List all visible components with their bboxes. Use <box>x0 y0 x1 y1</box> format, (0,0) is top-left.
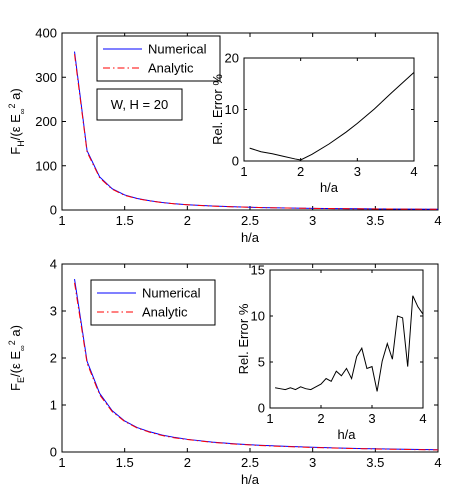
x-tick-label: 2.5 <box>241 455 259 470</box>
y-axis-label-part: /(ε E <box>8 351 23 377</box>
y-axis-label-part: 2 <box>7 103 17 108</box>
y-tick-label: 2 <box>50 351 57 366</box>
y-axis-label-part: H <box>16 140 26 147</box>
legend-label: Numerical <box>148 42 207 57</box>
inset-x-tick-label: 2 <box>317 411 324 426</box>
x-tick-label: 4 <box>434 213 441 228</box>
series-line-numerical <box>74 278 439 451</box>
inset-y-tick-label: 10 <box>251 309 265 324</box>
x-tick-label: 3 <box>309 455 316 470</box>
legend-label: Analytic <box>148 61 194 76</box>
y-axis-label: FE/(ε E∞2 a) <box>7 325 27 391</box>
inset-y-tick-label: 5 <box>258 355 265 370</box>
y-tick-label: 100 <box>35 158 57 173</box>
inset-x-axis-label: h/a <box>320 180 339 195</box>
inset-background <box>244 58 414 161</box>
x-tick-label: 1.5 <box>116 213 134 228</box>
y-axis-label-part: 2 <box>7 340 17 345</box>
inset-y-tick-label: 20 <box>225 51 239 66</box>
inset-error-line <box>249 72 415 161</box>
legend-box <box>96 35 221 82</box>
y-tick-label: 4 <box>50 257 57 272</box>
inset-x-axis-label: h/a <box>337 427 356 442</box>
y-tick-label: 1 <box>50 398 57 413</box>
y-tick-label: 200 <box>35 114 57 129</box>
legend: Numerical Analytic <box>96 35 221 82</box>
y-axis-label-part: ∞ <box>18 345 27 351</box>
x-tick-label: 2 <box>184 213 191 228</box>
annotation-text: W, H = 20 <box>111 97 168 112</box>
annotation-box <box>96 88 183 121</box>
legend-box <box>90 279 216 326</box>
inset-y-tick-label: 10 <box>225 102 239 117</box>
y-tick-label: 0 <box>50 445 57 460</box>
x-axis-label: h/a <box>241 230 260 245</box>
legend-label: Analytic <box>142 305 188 320</box>
inset-x-tick-label: 2 <box>297 164 304 179</box>
inset-x-tick-label: 1 <box>266 411 273 426</box>
y-axis-label-part: a) <box>8 88 23 103</box>
x-tick-label: 2 <box>184 455 191 470</box>
legend-label: Numerical <box>142 286 201 301</box>
x-tick-label: 1 <box>58 455 65 470</box>
inset-y-tick-label: 15 <box>251 263 265 278</box>
y-axis-label-part: /(ε E <box>8 114 23 140</box>
y-axis-label-part: E <box>16 377 26 383</box>
y-axis-label-part: F <box>8 383 23 391</box>
inset-chart: 1 2 3 4 0 10 20 h/a Rel. Error % <box>210 51 418 196</box>
legend: Numerical Analytic <box>90 279 216 326</box>
x-tick-label: 1.5 <box>116 455 134 470</box>
inset-chart: 1 2 3 4 0 5 10 15 h/a Rel. Error % <box>236 263 427 443</box>
inset-y-axis-label: Rel. Error % <box>210 74 225 145</box>
inset-x-tick-label: 3 <box>368 411 375 426</box>
inset-y-tick-label: 0 <box>258 401 265 416</box>
x-tick-label: 3.5 <box>366 213 384 228</box>
y-tick-label: 300 <box>35 70 57 85</box>
inset-x-tick-label: 3 <box>354 164 361 179</box>
y-tick-label: 3 <box>50 304 57 319</box>
y-axis-label-part: a) <box>8 325 23 340</box>
y-axis-label: FH/(ε E∞2 a) <box>7 88 27 154</box>
inset-y-axis-label: Rel. Error % <box>236 303 251 374</box>
inset-x-tick-label: 4 <box>410 164 417 179</box>
y-axis-label-part: ∞ <box>18 108 27 114</box>
y-axis-label-part: F <box>8 147 23 155</box>
inset-background <box>270 270 423 408</box>
y-tick-label: 400 <box>35 26 57 41</box>
series-line-analytic <box>74 54 439 210</box>
x-tick-label: 4 <box>434 455 441 470</box>
inset-y-tick-label: 0 <box>232 154 239 169</box>
x-tick-label: 3 <box>309 213 316 228</box>
inset-x-tick-label: 4 <box>419 411 426 426</box>
inset-x-tick-label: 1 <box>240 164 247 179</box>
x-axis-label: h/a <box>241 472 260 487</box>
x-tick-label: 3.5 <box>366 455 384 470</box>
x-tick-label: 2.5 <box>241 213 259 228</box>
y-tick-label: 0 <box>50 203 57 218</box>
x-tick-label: 1 <box>58 213 65 228</box>
inset-error-line <box>275 295 424 392</box>
inset-axes-frame <box>269 269 424 409</box>
